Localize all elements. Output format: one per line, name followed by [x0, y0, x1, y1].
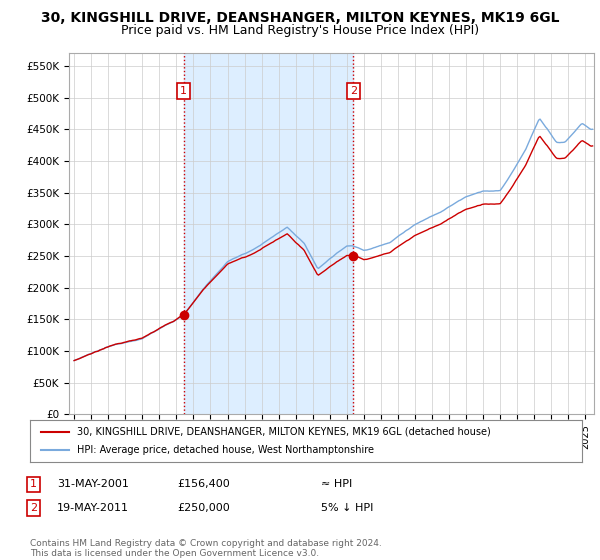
Text: 5% ↓ HPI: 5% ↓ HPI	[321, 503, 373, 513]
Text: 1: 1	[30, 479, 37, 489]
Text: 1: 1	[180, 86, 187, 96]
Text: 2: 2	[350, 86, 357, 96]
Text: 19-MAY-2011: 19-MAY-2011	[57, 503, 129, 513]
Bar	[184, 53, 353, 414]
Text: Contains HM Land Registry data © Crown copyright and database right 2024.
This d: Contains HM Land Registry data © Crown c…	[30, 539, 382, 558]
Text: ≈ HPI: ≈ HPI	[321, 479, 352, 489]
Text: £250,000: £250,000	[177, 503, 230, 513]
Text: 2: 2	[30, 503, 37, 513]
Text: 31-MAY-2001: 31-MAY-2001	[57, 479, 129, 489]
Text: 30, KINGSHILL DRIVE, DEANSHANGER, MILTON KEYNES, MK19 6GL (detached house): 30, KINGSHILL DRIVE, DEANSHANGER, MILTON…	[77, 427, 491, 437]
Text: Price paid vs. HM Land Registry's House Price Index (HPI): Price paid vs. HM Land Registry's House …	[121, 24, 479, 36]
Text: £156,400: £156,400	[177, 479, 230, 489]
Text: 30, KINGSHILL DRIVE, DEANSHANGER, MILTON KEYNES, MK19 6GL: 30, KINGSHILL DRIVE, DEANSHANGER, MILTON…	[41, 11, 559, 25]
Text: HPI: Average price, detached house, West Northamptonshire: HPI: Average price, detached house, West…	[77, 445, 374, 455]
